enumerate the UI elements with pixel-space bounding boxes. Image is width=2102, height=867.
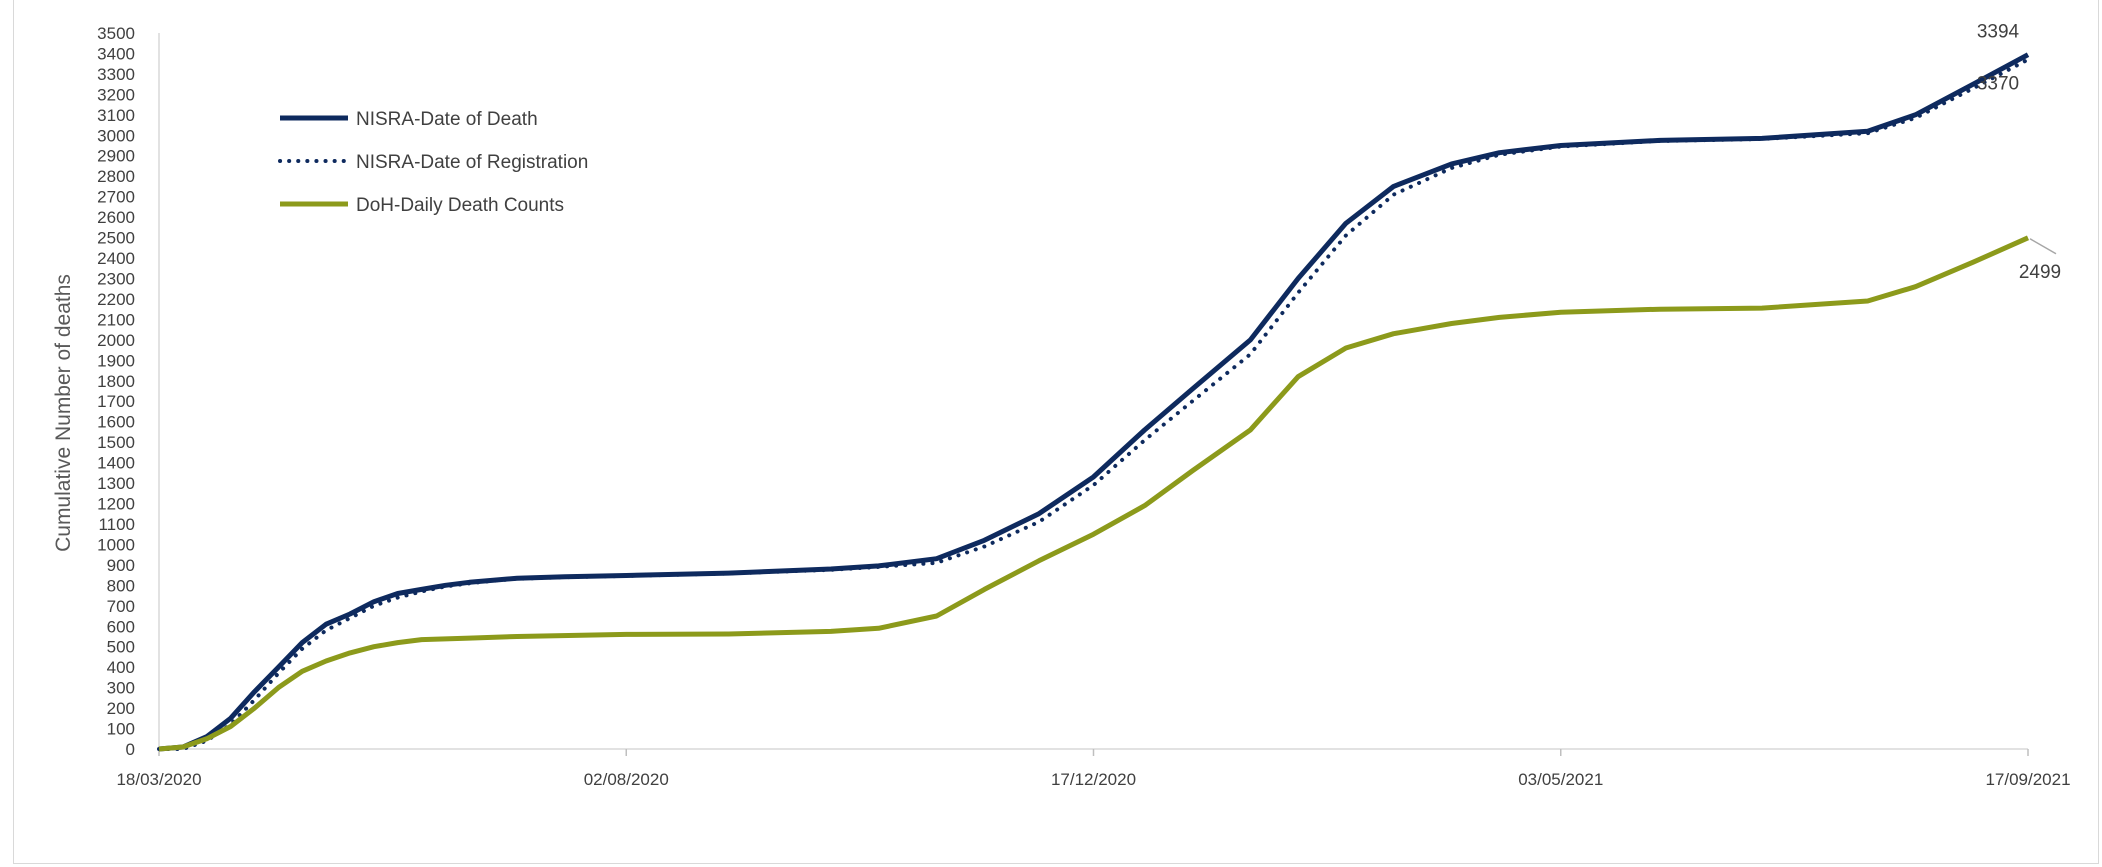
y-tick-label: 1300 — [97, 474, 135, 493]
y-tick-label: 2200 — [97, 290, 135, 309]
y-tick-label: 2100 — [97, 310, 135, 329]
y-tick-label: 3200 — [97, 85, 135, 104]
end-value-label-1: 3370 — [1977, 74, 2019, 95]
chart-frame — [13, 0, 2099, 864]
y-tick-label: 1100 — [98, 515, 135, 534]
annotation-leader-line — [2029, 238, 2057, 255]
y-tick-label: 700 — [107, 597, 135, 616]
y-tick-label: 1600 — [97, 413, 135, 432]
series-line-1 — [157, 57, 2030, 751]
y-tick-label: 600 — [107, 617, 135, 636]
x-axis: 18/03/2020 02/08/2020 17/12/2020 03/05/2021… — [116, 748, 2071, 789]
y-tick-label: 3400 — [97, 44, 135, 63]
y-tick-label: 1200 — [97, 495, 135, 514]
series-line-0 — [158, 52, 2030, 752]
y-tick-label: 1400 — [97, 454, 135, 473]
y-tick-label: 2600 — [97, 208, 135, 227]
end-value-label-0: 3394 — [1977, 22, 2020, 43]
y-tick-label: 2300 — [97, 269, 135, 288]
y-tick-label: 400 — [107, 658, 135, 677]
end-value-label-2: 2499 — [2019, 262, 2061, 283]
y-tick-label: 1500 — [97, 433, 135, 452]
y-tick-label: 2800 — [97, 167, 135, 186]
x-tick-label: 18/03/2020 — [116, 770, 201, 789]
end-value-annotations: 3394 3370 2499 — [1977, 22, 2061, 283]
legend: NISRA-Date of Death NISRA-Date of Registr… — [278, 109, 588, 216]
x-tick-label: 17/12/2020 — [1051, 770, 1136, 789]
y-tick-label: 3000 — [97, 126, 135, 145]
y-tick-label: 1900 — [97, 351, 135, 370]
y-tick-label: 200 — [107, 699, 135, 718]
y-tick-label: 1000 — [97, 535, 135, 554]
y-tick-label: 0 — [126, 740, 135, 759]
series-layer — [157, 52, 2030, 752]
y-tick-label: 2700 — [97, 188, 135, 207]
y-tick-label: 1800 — [97, 372, 135, 391]
y-tick-label: 3300 — [97, 65, 135, 84]
y-tick-label: 2000 — [97, 331, 135, 350]
y-tick-label: 300 — [107, 679, 135, 698]
legend-label-1: NISRA-Date of Registration — [356, 152, 588, 173]
y-tick-label: 800 — [107, 576, 135, 595]
y-tick-label: 1700 — [97, 392, 135, 411]
y-tick-label: 500 — [107, 638, 135, 657]
y-tick-label: 3100 — [97, 106, 135, 125]
y-tick-label: 2400 — [97, 249, 135, 268]
y-tick-label: 2900 — [97, 147, 135, 166]
y-axis-label: Cumulative Number of deaths — [52, 274, 75, 552]
legend-label-0: NISRA-Date of Death — [356, 109, 538, 130]
y-tick-label: 2500 — [97, 229, 135, 248]
y-tick-label: 100 — [107, 720, 135, 739]
legend-label-2: DoH-Daily Death Counts — [356, 195, 564, 216]
x-tick-label: 17/09/2021 — [1985, 770, 2070, 789]
y-tick-label: 900 — [107, 556, 135, 575]
series-line-2 — [158, 235, 2030, 752]
x-tick-label: 03/05/2021 — [1518, 770, 1603, 789]
y-tick-label: 3500 — [97, 24, 135, 43]
x-tick-label: 02/08/2020 — [584, 770, 669, 789]
